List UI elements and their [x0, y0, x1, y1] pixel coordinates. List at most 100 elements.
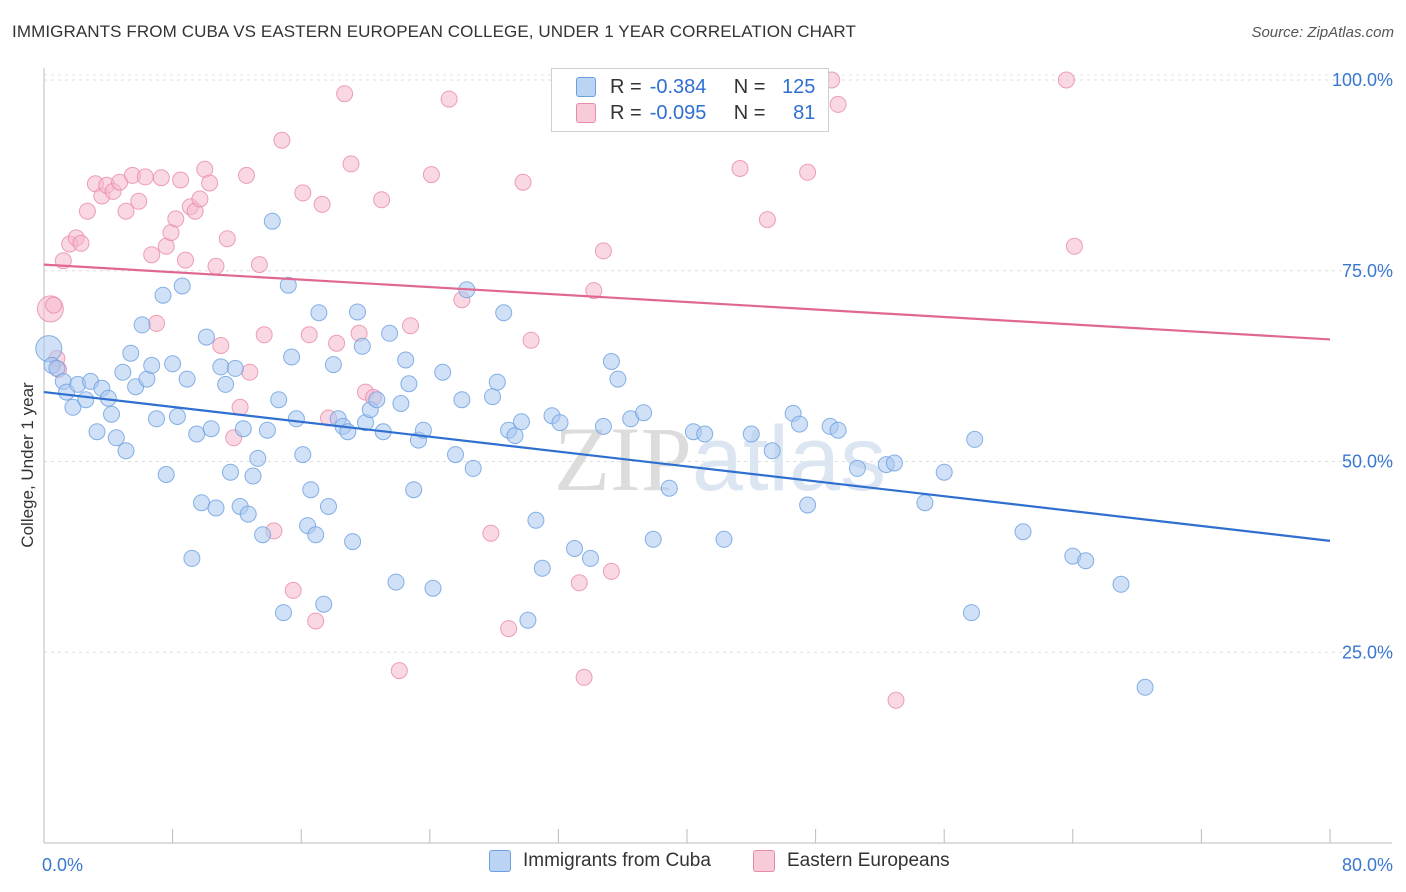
point-cuba: [287, 410, 305, 428]
point-cuba: [302, 481, 320, 499]
point-cuba: [1112, 575, 1130, 593]
grid-lines: [44, 74, 1392, 653]
point-cuba: [527, 511, 545, 529]
trend-lines: [43, 263, 1331, 542]
point-cuba: [484, 388, 501, 406]
point-eastern: [440, 90, 458, 108]
point-cuba: [77, 391, 95, 409]
point-eastern: [148, 314, 165, 332]
point-cuba: [275, 604, 292, 622]
point-eastern: [300, 326, 318, 344]
point-cuba: [263, 212, 281, 230]
legend-n-label: N =: [733, 101, 766, 124]
watermark: ZIPatlas: [554, 408, 886, 510]
legend-r-label: R =: [610, 75, 642, 98]
point-cuba: [602, 353, 620, 370]
point-eastern: [212, 337, 230, 354]
point-cuba: [310, 304, 328, 322]
point-cuba: [963, 604, 980, 622]
point-eastern: [218, 230, 236, 248]
legend-swatch-eastern: [576, 103, 596, 123]
point-eastern: [402, 317, 419, 335]
point-cuba: [193, 494, 210, 512]
bottom-legend-label-cuba: Immigrants from Cuba: [523, 850, 711, 871]
point-cuba: [315, 595, 333, 613]
legend-n-value: 81: [793, 101, 816, 124]
legend-row-eastern: R = -0.095 N = 81: [576, 101, 815, 125]
point-cuba: [212, 358, 230, 376]
axes: [43, 68, 1392, 844]
point-cuba: [349, 303, 366, 321]
y-tick-label: 75.0%: [1342, 261, 1393, 281]
legend-n-label: N =: [733, 75, 766, 98]
point-eastern: [273, 131, 291, 149]
y-tick-label: 100.0%: [1332, 70, 1393, 90]
point-cuba: [644, 530, 662, 548]
point-cuba: [935, 463, 953, 481]
point-eastern: [72, 234, 90, 252]
point-eastern: [241, 363, 259, 381]
series-eastern-europeans: [36, 71, 1083, 709]
point-cuba: [533, 559, 551, 577]
point-cuba: [381, 324, 399, 342]
point-eastern: [143, 246, 161, 264]
point-cuba: [1014, 523, 1032, 541]
point-eastern: [238, 166, 255, 184]
point-eastern: [758, 211, 776, 229]
point-eastern: [390, 662, 408, 680]
point-cuba: [88, 423, 106, 441]
point-eastern: [117, 202, 135, 220]
point-cuba: [64, 398, 82, 416]
point-eastern: [78, 202, 96, 220]
point-cuba: [133, 316, 151, 334]
point-cuba: [353, 337, 371, 355]
point-cuba: [566, 540, 583, 557]
point-cuba: [234, 420, 252, 438]
point-cuba: [143, 356, 161, 374]
point-cuba: [254, 526, 272, 544]
point-cuba: [148, 410, 165, 428]
point-eastern: [373, 191, 391, 209]
point-cuba: [1136, 678, 1154, 696]
point-eastern: [250, 256, 268, 274]
point-cuba: [763, 442, 781, 460]
bottom-legend-swatch-eastern: [753, 850, 775, 872]
point-cuba: [609, 370, 627, 388]
point-cuba: [157, 466, 175, 483]
point-eastern: [575, 668, 593, 686]
point-cuba: [368, 391, 386, 409]
point-eastern: [167, 210, 185, 228]
point-eastern: [731, 160, 749, 177]
point-cuba: [173, 277, 191, 295]
point-cuba: [239, 505, 257, 523]
point-eastern: [799, 163, 817, 181]
bottom-legend-cuba: Immigrants from Cuba: [489, 850, 711, 872]
point-eastern: [328, 334, 346, 352]
point-cuba: [488, 373, 506, 391]
trend-line-cuba: [43, 390, 1331, 542]
point-cuba: [202, 420, 220, 438]
point-cuba: [885, 454, 903, 472]
trend-line-eastern: [43, 263, 1331, 341]
point-cuba: [715, 530, 733, 548]
point-cuba: [848, 459, 866, 477]
point-cuba: [400, 375, 418, 393]
point-eastern: [177, 251, 194, 269]
bottom-legend-swatch-cuba: [489, 850, 511, 872]
point-cuba: [270, 391, 288, 409]
point-cuba: [397, 351, 415, 369]
point-cuba: [244, 467, 262, 485]
point-cuba: [387, 573, 405, 591]
point-cuba: [506, 427, 524, 445]
point-cuba: [519, 611, 537, 629]
point-cuba: [217, 375, 235, 393]
point-eastern: [207, 257, 225, 275]
point-cuba: [405, 481, 423, 499]
point-cuba: [660, 479, 678, 497]
point-cuba: [307, 526, 325, 544]
point-cuba: [207, 499, 225, 517]
point-eastern: [136, 168, 154, 186]
point-cuba: [453, 391, 471, 409]
source-credit: Source: ZipAtlas.com: [1251, 24, 1394, 41]
